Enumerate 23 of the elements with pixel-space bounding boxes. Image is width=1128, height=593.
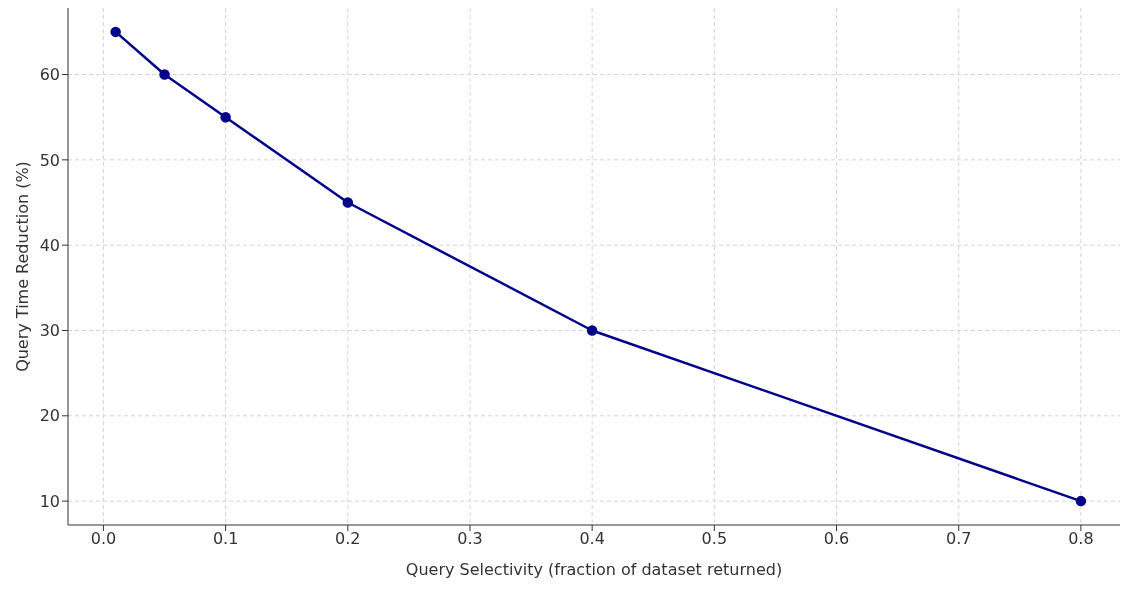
x-tick-label: 0.5 — [701, 529, 728, 549]
x-tick-label: 0.6 — [823, 529, 850, 549]
x-tick-label: 0.1 — [212, 529, 239, 549]
point — [159, 69, 170, 80]
point — [1075, 495, 1087, 507]
x-axis-title: Query Selectivity (fraction of dataset returned) — [405, 560, 783, 579]
point — [110, 26, 121, 38]
y-tick-label: 10 — [39, 491, 60, 511]
y-tick-label: 60 — [39, 65, 60, 85]
x-tick-label: 0.0 — [90, 529, 117, 549]
x-tick-label: 0.3 — [457, 529, 483, 549]
point — [586, 325, 598, 336]
y-axis-title: Query Time Reduction (%) — [13, 161, 32, 372]
x-tick-label: 0.7 — [945, 529, 972, 549]
y-tick-label: 30 — [39, 321, 60, 341]
x-tick-label: 0.4 — [579, 529, 605, 549]
y-tick-label: 50 — [39, 150, 60, 170]
y-tick-label: 40 — [39, 235, 60, 255]
x-tick-label: 0.8 — [1068, 529, 1094, 549]
point — [220, 111, 231, 123]
y-tick-label: 20 — [39, 406, 60, 426]
x-tick-label: 0.2 — [335, 529, 361, 549]
point — [342, 197, 354, 208]
